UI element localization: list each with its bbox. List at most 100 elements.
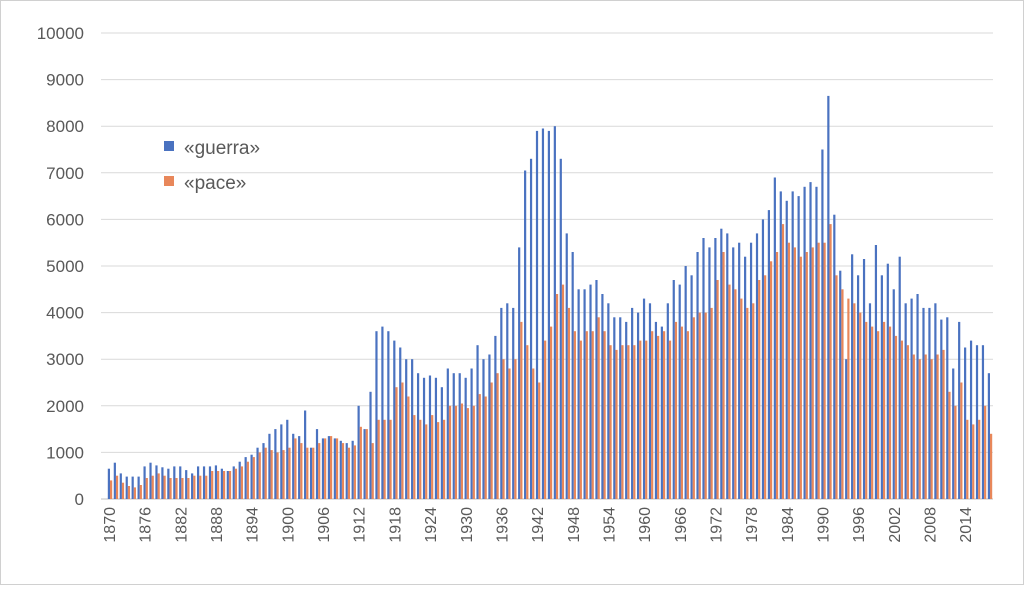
y-tick-label: 2000 xyxy=(46,397,84,416)
bar-guerra-1891 xyxy=(232,466,235,499)
legend-label-pace: «pace» xyxy=(184,173,246,194)
bar-guerra-1910 xyxy=(345,443,348,499)
bar-pace-2012 xyxy=(954,405,957,499)
bar-pace-1934 xyxy=(490,382,493,499)
bar-guerra-1947 xyxy=(565,233,568,499)
bar-pace-1967 xyxy=(686,331,689,499)
bar-guerra-1944 xyxy=(547,130,550,499)
bar-guerra-1903 xyxy=(304,410,307,499)
bar-pace-1971 xyxy=(710,307,713,499)
bar-guerra-1958 xyxy=(631,307,634,499)
bar-guerra-1878 xyxy=(155,465,158,499)
bar-guerra-2012 xyxy=(952,368,955,499)
bar-guerra-1885 xyxy=(196,466,200,499)
bar-pace-1970 xyxy=(704,312,707,499)
bar-guerra-1928 xyxy=(452,373,455,499)
bar-pace-1883 xyxy=(187,478,190,499)
x-tick-label: 1930 xyxy=(459,507,476,543)
bar-guerra-2010 xyxy=(940,319,943,499)
x-tick-label: 2002 xyxy=(887,507,904,543)
bar-pace-1950 xyxy=(585,331,588,499)
bar-guerra-1927 xyxy=(446,368,449,499)
bar-pace-1961 xyxy=(651,331,654,499)
bar-guerra-1912 xyxy=(357,405,360,499)
bar-guerra-1968 xyxy=(690,275,693,499)
bar-guerra-1946 xyxy=(559,158,562,500)
bar-guerra-1894 xyxy=(250,454,253,499)
bar-pace-1968 xyxy=(692,317,695,499)
y-tick-label: 0 xyxy=(75,490,84,509)
bar-guerra-2018 xyxy=(987,373,990,499)
bar-guerra-1937 xyxy=(506,303,509,499)
bar-guerra-1959 xyxy=(636,312,640,499)
bar-pace-1905 xyxy=(318,443,321,499)
bar-pace-1896 xyxy=(264,447,267,499)
bar-pace-1902 xyxy=(300,443,303,499)
x-tick-label: 1882 xyxy=(173,507,190,543)
bar-guerra-1977 xyxy=(744,256,747,499)
bar-guerra-1914 xyxy=(369,391,372,499)
bar-pace-1945 xyxy=(555,294,559,499)
bar-guerra-1929 xyxy=(458,373,461,499)
x-tick-label: 1996 xyxy=(851,507,868,543)
bar-pace-1920 xyxy=(407,396,410,499)
bar-pace-1923 xyxy=(425,424,428,499)
bar-guerra-1989 xyxy=(815,186,818,500)
legend-label-guerra: «guerra» xyxy=(184,138,260,159)
bar-guerra-1870 xyxy=(107,468,110,499)
bar-pace-1918 xyxy=(395,387,398,499)
bar-pace-1990 xyxy=(823,242,826,499)
bar-guerra-1955 xyxy=(613,317,616,499)
bar-pace-1897 xyxy=(270,450,273,499)
bar-guerra-1966 xyxy=(678,284,681,499)
bar-pace-1880 xyxy=(169,478,172,499)
bar-pace-1966 xyxy=(680,326,684,499)
bar-pace-1992 xyxy=(835,275,838,499)
bar-pace-1982 xyxy=(775,252,779,499)
bar-guerra-1884 xyxy=(191,473,194,499)
bar-guerra-1899 xyxy=(280,424,283,499)
bar-guerra-2009 xyxy=(934,303,937,499)
bar-guerra-1908 xyxy=(333,438,336,499)
bar-guerra-1907 xyxy=(327,436,330,499)
bar-guerra-1938 xyxy=(512,307,515,499)
bar-pace-1898 xyxy=(276,452,279,499)
gridlines xyxy=(101,32,993,500)
bar-pace-1964 xyxy=(668,340,672,499)
bar-pace-1944 xyxy=(550,326,553,499)
bar-guerra-1919 xyxy=(399,347,402,499)
bar-pace-1963 xyxy=(662,331,666,499)
legend-swatch-pace xyxy=(164,176,174,186)
bar-pace-1951 xyxy=(591,331,594,499)
bar-guerra-1996 xyxy=(856,275,860,499)
bar-guerra-1935 xyxy=(494,335,497,499)
bar-pace-1957 xyxy=(627,345,630,499)
bar-guerra-1939 xyxy=(518,247,521,499)
bar-guerra-1872 xyxy=(119,473,122,499)
bar-guerra-1883 xyxy=(185,470,188,499)
bar-guerra-1943 xyxy=(541,128,545,499)
bar-guerra-1979 xyxy=(755,233,759,499)
bar-pace-1973 xyxy=(722,252,725,499)
bar-pace-2005 xyxy=(912,354,915,499)
bar-pace-1979 xyxy=(758,280,761,499)
y-tick-label: 4000 xyxy=(46,304,84,323)
bar-pace-1931 xyxy=(472,405,475,499)
bar-pace-1873 xyxy=(127,486,131,499)
bar-pace-2009 xyxy=(936,354,939,499)
bar-guerra-1956 xyxy=(619,317,622,499)
legend: «guerra» «pace» xyxy=(164,138,260,194)
bar-pace-1960 xyxy=(645,340,648,499)
bar-guerra-1994 xyxy=(845,359,848,499)
bar-pace-1974 xyxy=(728,284,731,499)
bar-pace-1901 xyxy=(294,438,297,499)
bar-guerra-1879 xyxy=(161,467,164,499)
y-tick-label: 1000 xyxy=(46,443,84,462)
bar-pace-1999 xyxy=(877,331,880,499)
bar-pace-1972 xyxy=(716,280,719,499)
bar-guerra-1982 xyxy=(773,177,776,499)
bar-pace-1930 xyxy=(466,408,469,499)
bar-guerra-1901 xyxy=(292,433,295,499)
x-tick-label: 1912 xyxy=(352,507,369,543)
bar-guerra-1957 xyxy=(625,321,628,499)
